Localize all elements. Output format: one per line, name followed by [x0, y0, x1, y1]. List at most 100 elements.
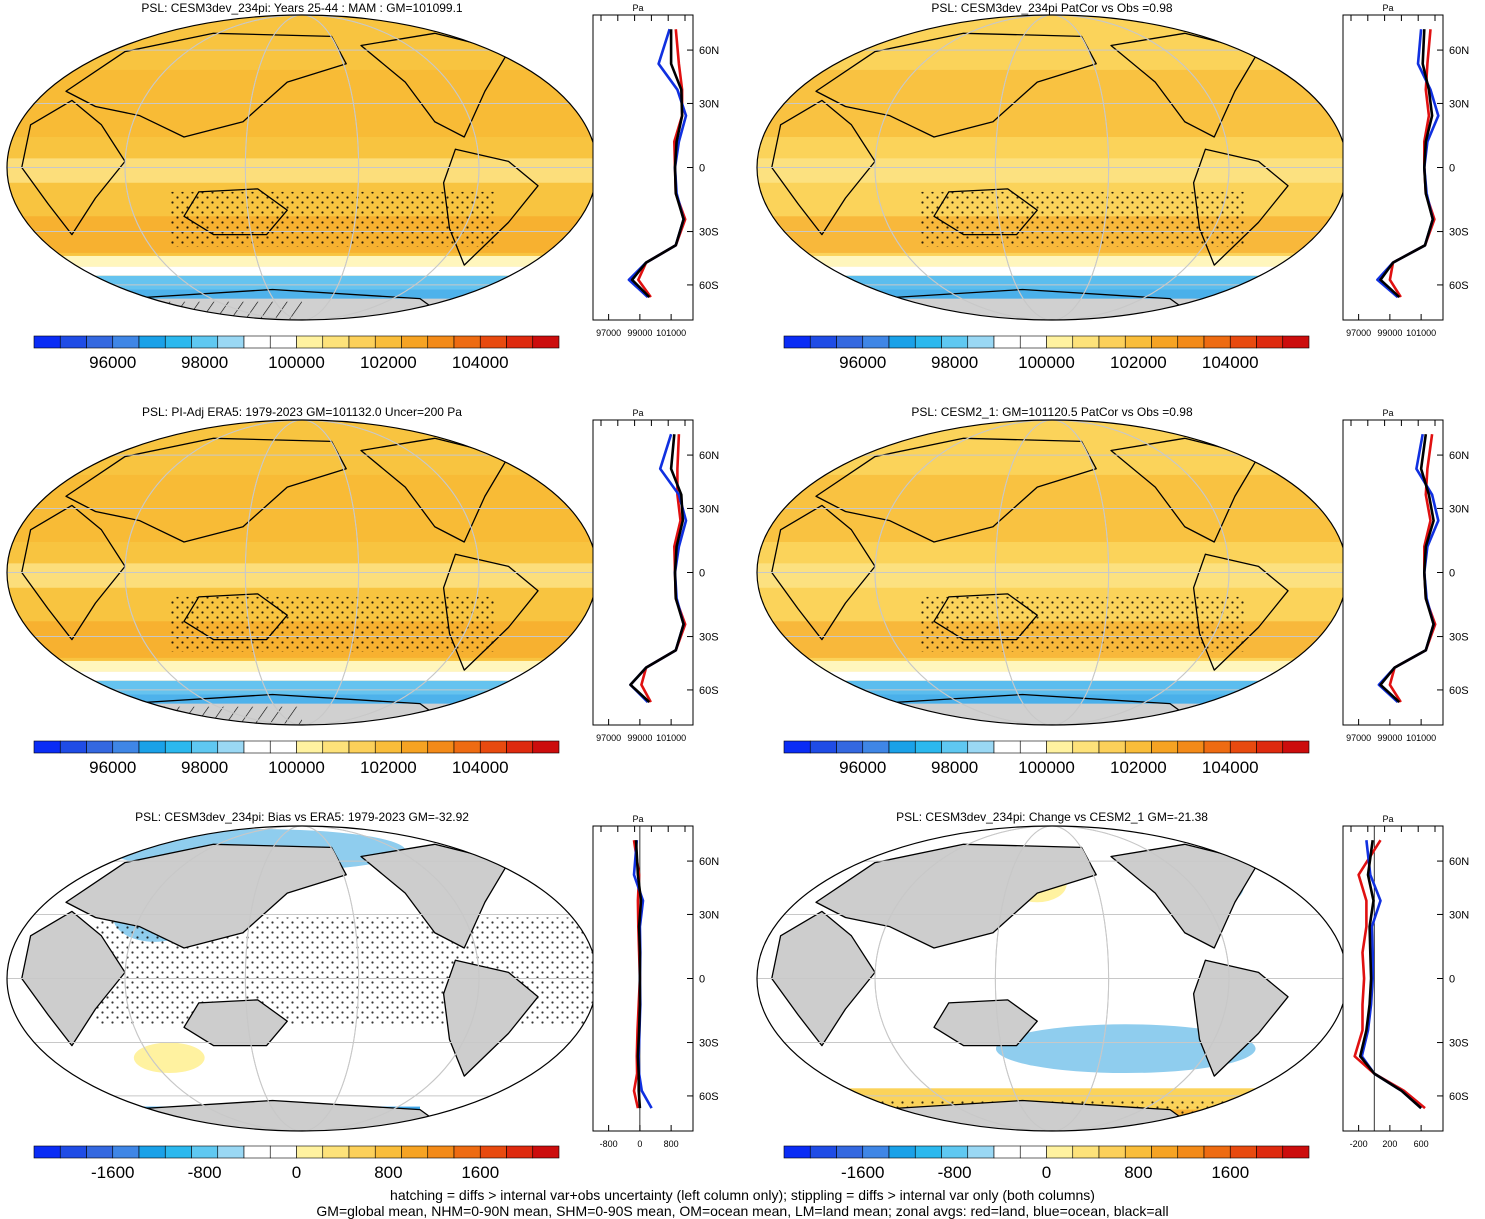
colorbar-swatch — [1151, 1145, 1179, 1159]
graticule-meridian — [994, 420, 1110, 725]
africa-coastline — [771, 504, 876, 641]
transition-band-white — [7, 671, 597, 681]
zonal-lat-label: 30N — [699, 98, 719, 110]
zonal-x-label: 97000 — [1346, 328, 1371, 338]
colorbar-swatch — [453, 740, 481, 754]
colorbar-swatch — [1282, 1145, 1310, 1159]
colorbar-swatch — [86, 335, 114, 349]
zonal-all-curve — [1379, 434, 1435, 704]
colorbar-swatch — [112, 335, 140, 349]
zonal-lat-label: 60N — [699, 450, 719, 462]
map-field — [757, 420, 1347, 725]
zonal-lat-label: 30S — [699, 632, 719, 644]
colorbar-swatch — [296, 1145, 324, 1159]
colorbar-swatch — [1151, 740, 1179, 754]
stippling-region — [169, 191, 494, 247]
map-field — [7, 826, 597, 1131]
zonal-unit-label: Pa — [1382, 3, 1393, 13]
colorbar-swatch — [862, 335, 890, 349]
eurasia-coastline — [65, 32, 347, 138]
colorbar-swatch — [269, 335, 297, 349]
zonal-avg-2: Pa 60N 30N 0 30S 60S 97000 99000 101000 — [592, 408, 719, 743]
zonal-x-label: 101000 — [656, 733, 686, 743]
zonal-lat-label: 30N — [1449, 503, 1469, 515]
colorbar-swatch — [427, 335, 455, 349]
colorbar-label: 96000 — [839, 758, 886, 777]
panel-title: PSL: CESM3dev_234pi: Change vs CESM2_1 G… — [896, 810, 1208, 824]
south-america-coastline — [442, 553, 539, 671]
north-america-coastline — [1110, 437, 1260, 543]
map-p4: PSL: CESM2_1: GM=101120.5 PatCor vs Obs … — [756, 405, 1348, 726]
colorbar-label: 100000 — [268, 758, 325, 777]
stippling-region — [919, 596, 1244, 652]
zonal-lat-label: 30N — [699, 909, 719, 921]
zonal-all-curve — [634, 840, 643, 1109]
zonal-lat-label: 0 — [1449, 974, 1455, 986]
colorbar-label: 1600 — [461, 1163, 499, 1182]
map-p3: PSL: PI-Adj ERA5: 1979-2023 GM=101132.0 … — [6, 405, 598, 726]
colorbar-label: 104000 — [1202, 353, 1259, 372]
eurasia-coastline — [815, 32, 1097, 138]
zonal-x-label: -800 — [600, 1139, 618, 1149]
colorbar-swatch — [164, 335, 192, 349]
zonal-lat-label: 0 — [699, 163, 705, 175]
graticule-meridian — [124, 15, 480, 320]
stippling-region — [919, 191, 1244, 247]
colorbar-swatch — [888, 335, 916, 349]
colorbar-swatch — [783, 335, 811, 349]
positive-anomaly-indian — [133, 1042, 205, 1074]
colorbar-0: 96000 98000 100000 102000 104000 — [33, 335, 560, 372]
zonal-avg-0: Pa 60N 30N 0 30S 60S 97000 99000 101000 — [592, 3, 719, 338]
eurasia-coastline — [65, 437, 347, 543]
colorbar-swatch — [1098, 335, 1126, 349]
colorbar-label: 96000 — [89, 758, 136, 777]
equatorial-trough — [7, 158, 597, 183]
colorbar-swatch — [783, 740, 811, 754]
south-america-coastline — [1192, 959, 1289, 1077]
colorbar-swatch — [59, 740, 87, 754]
zonal-all-curve — [629, 434, 685, 704]
transition-band-white — [757, 671, 1347, 681]
colorbar-swatch — [506, 1145, 534, 1159]
colorbar-swatch — [33, 1145, 61, 1159]
zonal-lat-label: 60N — [1449, 450, 1469, 462]
colorbar-swatch — [941, 740, 969, 754]
zonal-x-label: 600 — [1414, 1139, 1429, 1149]
colorbar-swatch — [374, 335, 402, 349]
colorbar-swatch — [296, 740, 324, 754]
eurasia-coastline — [815, 437, 1097, 543]
transition-band-white — [7, 266, 597, 276]
colorbar-swatch — [506, 335, 534, 349]
north-america-coastline — [360, 437, 510, 543]
transition-band-white — [757, 266, 1347, 276]
australia-coastline — [933, 188, 1038, 236]
colorbar-swatch — [33, 740, 61, 754]
colorbar-swatch — [138, 1145, 166, 1159]
australia-coastline — [183, 999, 288, 1047]
zonal-lat-label: 0 — [1449, 163, 1455, 175]
australia-coastline — [183, 188, 288, 236]
colorbar-swatch — [1098, 1145, 1126, 1159]
colorbar-swatch — [1072, 740, 1100, 754]
panel-title: PSL: CESM3dev_234pi: Bias vs ERA5: 1979-… — [135, 810, 469, 824]
colorbar-swatch — [1203, 335, 1231, 349]
colorbar-swatch — [348, 1145, 376, 1159]
zonal-lat-label: 30S — [699, 227, 719, 239]
colorbar-label: 98000 — [181, 758, 228, 777]
colorbar-swatch — [164, 740, 192, 754]
colorbar-label: -800 — [938, 1163, 972, 1182]
colorbar-swatch — [862, 740, 890, 754]
colorbar-swatch — [1046, 740, 1074, 754]
zonal-x-label: 97000 — [596, 328, 621, 338]
zonal-all-curve — [1358, 840, 1422, 1110]
colorbar-swatch — [191, 335, 219, 349]
graticule — [7, 826, 597, 1131]
colorbar-swatch — [374, 740, 402, 754]
south-america-coastline — [442, 148, 539, 266]
colorbar-swatch — [479, 1145, 507, 1159]
zonal-x-label: -200 — [1350, 1139, 1368, 1149]
graticule-meridian — [994, 15, 1110, 320]
colorbar-swatch — [532, 740, 560, 754]
map-p5: PSL: CESM3dev_234pi: Bias vs ERA5: 1979-… — [6, 810, 598, 1132]
colorbar-swatch — [1177, 740, 1205, 754]
